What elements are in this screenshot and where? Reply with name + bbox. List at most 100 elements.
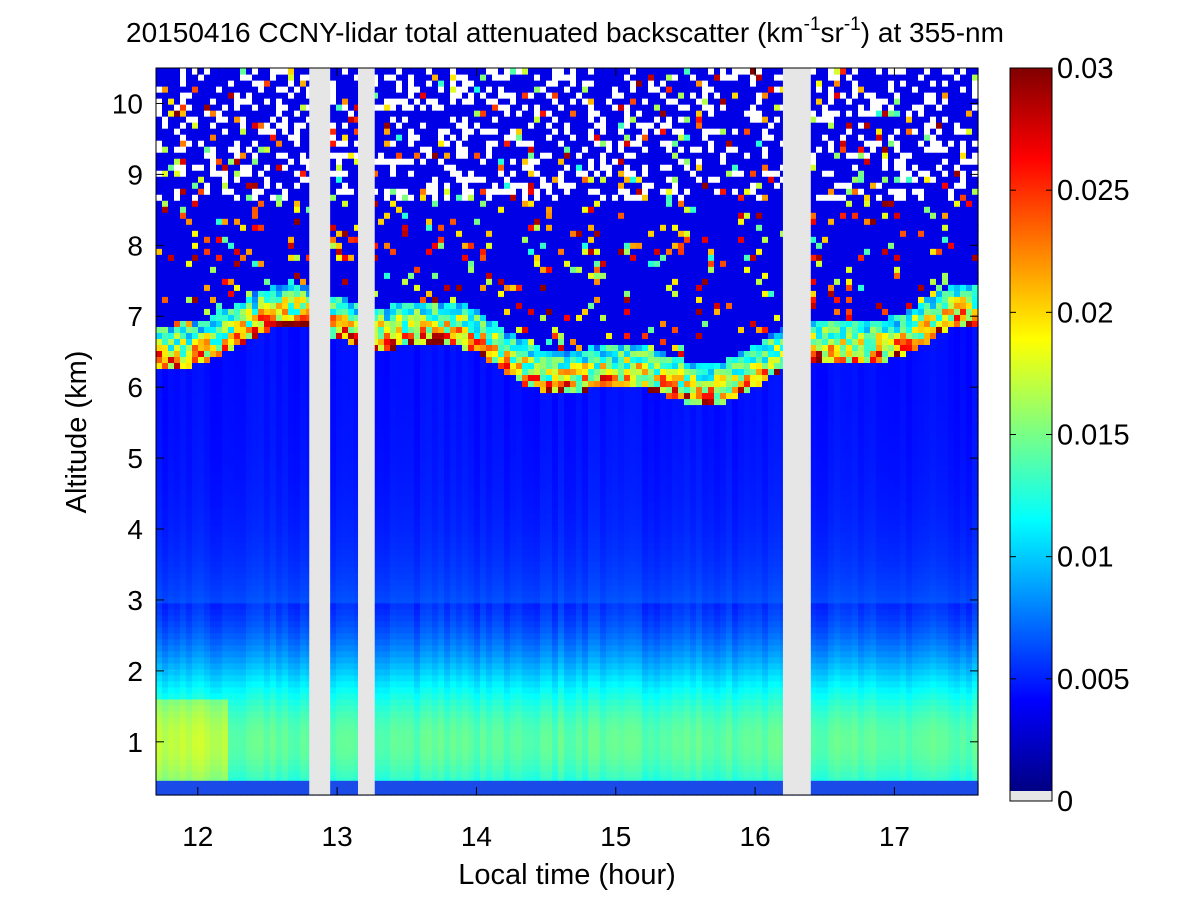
heatmap-cell bbox=[168, 308, 175, 315]
heatmap-cell bbox=[210, 266, 217, 273]
heatmap-cell bbox=[330, 236, 337, 243]
heatmap-cell bbox=[162, 68, 169, 75]
heatmap-cell bbox=[300, 596, 307, 604]
heatmap-cell bbox=[210, 92, 217, 99]
heatmap-cell bbox=[300, 176, 307, 183]
heatmap-cell bbox=[204, 770, 211, 778]
heatmap-cell bbox=[222, 530, 229, 538]
heatmap-cell bbox=[210, 260, 217, 267]
heatmap-cell bbox=[216, 338, 223, 345]
heatmap-cell bbox=[198, 404, 205, 412]
heatmap-cell bbox=[252, 278, 259, 285]
heatmap-cell bbox=[168, 452, 175, 460]
heatmap-cell bbox=[210, 650, 217, 658]
heatmap-cell bbox=[174, 656, 181, 664]
heatmap-cell bbox=[372, 296, 379, 303]
heatmap-cell bbox=[240, 728, 247, 736]
heatmap-cell bbox=[276, 608, 283, 616]
heatmap-cell bbox=[336, 110, 343, 117]
heatmap-cell bbox=[198, 272, 205, 279]
heatmap-cell bbox=[246, 440, 253, 448]
heatmap-cell bbox=[240, 308, 247, 315]
heatmap-cell bbox=[396, 698, 403, 706]
heatmap-cell bbox=[276, 458, 283, 466]
heatmap-cell bbox=[294, 338, 301, 345]
heatmap-cell bbox=[168, 710, 175, 718]
heatmap-cell bbox=[342, 68, 349, 75]
heatmap-cell bbox=[378, 632, 385, 640]
heatmap-cell bbox=[240, 302, 247, 309]
heatmap-cell bbox=[192, 98, 199, 105]
heatmap-cell bbox=[354, 176, 361, 183]
heatmap-cell bbox=[198, 620, 205, 628]
heatmap-cell bbox=[288, 194, 295, 201]
heatmap-cell bbox=[246, 302, 253, 309]
heatmap-cell bbox=[180, 686, 187, 694]
heatmap-cell bbox=[258, 518, 265, 526]
heatmap-cell bbox=[270, 86, 277, 93]
heatmap-cell bbox=[180, 104, 187, 111]
heatmap-cell bbox=[204, 566, 211, 574]
heatmap-cell bbox=[168, 656, 175, 664]
heatmap-cell bbox=[162, 266, 169, 273]
heatmap-cell bbox=[348, 518, 355, 526]
heatmap-cell bbox=[168, 728, 175, 736]
heatmap-cell bbox=[270, 74, 277, 81]
heatmap-cell bbox=[186, 566, 193, 574]
heatmap-cell bbox=[378, 308, 385, 315]
heatmap-cell bbox=[174, 734, 181, 742]
heatmap-cell bbox=[216, 212, 223, 219]
heatmap-cell bbox=[354, 92, 361, 99]
heatmap-cell bbox=[348, 698, 355, 706]
heatmap-cell bbox=[300, 74, 307, 81]
heatmap-cell bbox=[192, 80, 199, 87]
heatmap-cell bbox=[168, 248, 175, 255]
heatmap-cell bbox=[234, 698, 241, 706]
heatmap-cell bbox=[396, 512, 403, 520]
heatmap-cell bbox=[162, 524, 169, 532]
heatmap-cell bbox=[372, 638, 379, 646]
heatmap-cell bbox=[264, 752, 271, 760]
heatmap-cell bbox=[192, 380, 199, 388]
heatmap-cell bbox=[300, 80, 307, 87]
heatmap-cell bbox=[282, 434, 289, 442]
heatmap-cell bbox=[222, 332, 229, 339]
heatmap-cell bbox=[252, 686, 259, 694]
heatmap-cell bbox=[354, 392, 361, 400]
heatmap-cell bbox=[216, 182, 223, 189]
heatmap-cell bbox=[258, 560, 265, 568]
heatmap-cell bbox=[216, 290, 223, 297]
heatmap-cell bbox=[270, 122, 277, 129]
heatmap-cell bbox=[336, 176, 343, 183]
heatmap-cell bbox=[270, 416, 277, 424]
heatmap-cell bbox=[372, 356, 379, 364]
heatmap-cell bbox=[258, 446, 265, 454]
heatmap-cell bbox=[282, 146, 289, 153]
heatmap-cell bbox=[216, 662, 223, 670]
heatmap-cell bbox=[162, 176, 169, 183]
heatmap-cell bbox=[246, 416, 253, 424]
heatmap-cell bbox=[276, 374, 283, 382]
heatmap-cell bbox=[378, 464, 385, 472]
heatmap-cell bbox=[210, 86, 217, 93]
heatmap-cell bbox=[222, 566, 229, 574]
heatmap-cell bbox=[246, 692, 253, 700]
heatmap-cell bbox=[276, 494, 283, 502]
heatmap-cell bbox=[222, 758, 229, 766]
heatmap-cell bbox=[354, 116, 361, 123]
heatmap-cell bbox=[282, 206, 289, 213]
heatmap-cell bbox=[348, 374, 355, 382]
heatmap-cell bbox=[186, 572, 193, 580]
heatmap-cell bbox=[288, 434, 295, 442]
heatmap-cell bbox=[240, 134, 247, 141]
heatmap-cell bbox=[204, 332, 211, 339]
heatmap-cell bbox=[342, 302, 349, 309]
heatmap-cell bbox=[288, 662, 295, 670]
heatmap-cell bbox=[252, 362, 259, 370]
heatmap-cell bbox=[168, 212, 175, 219]
heatmap-cell bbox=[222, 248, 229, 255]
heatmap-cell bbox=[180, 218, 187, 225]
heatmap-cell bbox=[396, 662, 403, 670]
heatmap-cell bbox=[174, 104, 181, 111]
heatmap-cell bbox=[216, 86, 223, 93]
